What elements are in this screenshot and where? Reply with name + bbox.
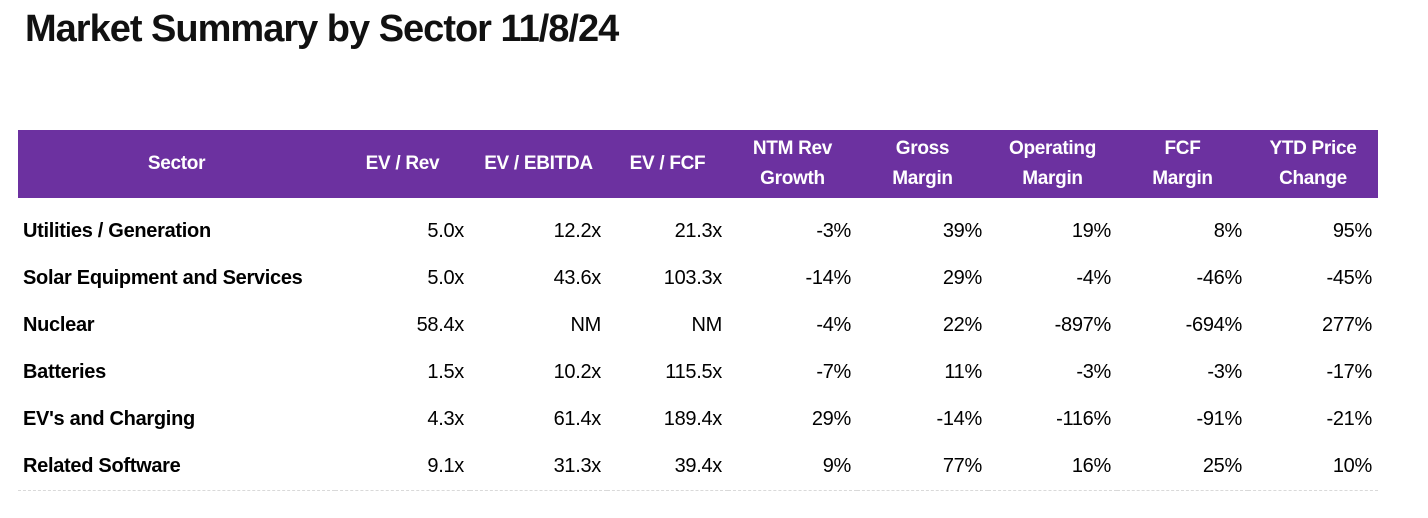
- value-cell: 16%: [988, 443, 1117, 491]
- value-cell: -17%: [1248, 349, 1378, 396]
- column-header-line: FCF: [1164, 138, 1201, 159]
- value-cell: 29%: [857, 255, 988, 302]
- column-header-ev-rev: EV / Rev: [335, 130, 470, 198]
- column-header-sector: Sector: [18, 130, 335, 198]
- value-cell: -14%: [728, 255, 857, 302]
- value-cell: -7%: [728, 349, 857, 396]
- column-header-line: Gross: [895, 138, 950, 159]
- value-cell: 1.5x: [335, 349, 470, 396]
- sector-cell: Solar Equipment and Services: [18, 255, 335, 302]
- column-header-line: EV / Rev: [365, 153, 440, 174]
- value-cell: 277%: [1248, 302, 1378, 349]
- value-cell: 115.5x: [607, 349, 728, 396]
- value-cell: 103.3x: [607, 255, 728, 302]
- value-cell: -14%: [857, 396, 988, 443]
- value-cell: 39.4x: [607, 443, 728, 491]
- value-cell: 10%: [1248, 443, 1378, 491]
- page-title: Market Summary by Sector 11/8/24: [25, 8, 619, 50]
- value-cell: 25%: [1117, 443, 1248, 491]
- table-header: Sector EV / Rev EV / EBITDA EV / FCF NTM Rev…: [18, 130, 1378, 198]
- value-cell: -91%: [1117, 396, 1248, 443]
- value-cell: 19%: [988, 198, 1117, 255]
- table-row: Solar Equipment and Services 5.0x 43.6x 103…: [18, 255, 1378, 302]
- column-header-fcf-margin: FCF Margin: [1117, 130, 1248, 198]
- column-header-line: EV / EBITDA: [484, 153, 593, 174]
- table-row: Related Software 9.1x 31.3x 39.4x 9% 77% 16% 25…: [18, 443, 1378, 491]
- value-cell: 5.0x: [335, 198, 470, 255]
- value-cell: NM: [470, 302, 607, 349]
- value-cell: -3%: [988, 349, 1117, 396]
- value-cell: 31.3x: [470, 443, 607, 491]
- value-cell: 11%: [857, 349, 988, 396]
- sector-cell: Utilities / Generation: [18, 198, 335, 255]
- table-row: Nuclear 58.4x NM NM -4% 22% -897% -694% 277%: [18, 302, 1378, 349]
- value-cell: -4%: [728, 302, 857, 349]
- column-header-ytd-price-change: YTD Price Change: [1248, 130, 1378, 198]
- value-cell: -3%: [728, 198, 857, 255]
- column-header-ntm-rev-growth: NTM Rev Growth: [728, 130, 857, 198]
- column-header-line: Growth: [760, 168, 825, 189]
- column-header-line: Operating: [1008, 138, 1097, 159]
- column-header-line: EV / FCF: [629, 153, 706, 174]
- value-cell: NM: [607, 302, 728, 349]
- value-cell: 10.2x: [470, 349, 607, 396]
- value-cell: 9%: [728, 443, 857, 491]
- value-cell: 95%: [1248, 198, 1378, 255]
- column-header-line: Margin: [1022, 168, 1083, 189]
- value-cell: 43.6x: [470, 255, 607, 302]
- value-cell: 9.1x: [335, 443, 470, 491]
- column-header-line: YTD Price: [1269, 138, 1357, 159]
- sector-cell: Batteries: [18, 349, 335, 396]
- column-header-line: NTM Rev: [752, 138, 833, 159]
- value-cell: 29%: [728, 396, 857, 443]
- value-cell: 58.4x: [335, 302, 470, 349]
- table-row: Utilities / Generation 5.0x 12.2x 21.3x -3% 3…: [18, 198, 1378, 255]
- value-cell: 5.0x: [335, 255, 470, 302]
- value-cell: 61.4x: [470, 396, 607, 443]
- value-cell: -3%: [1117, 349, 1248, 396]
- table-row: Batteries 1.5x 10.2x 115.5x -7% 11% -3% -3% -17%: [18, 349, 1378, 396]
- value-cell: 21.3x: [607, 198, 728, 255]
- table-body: Utilities / Generation 5.0x 12.2x 21.3x -3% 3…: [18, 198, 1378, 491]
- value-cell: 12.2x: [470, 198, 607, 255]
- table-row: EV's and Charging 4.3x 61.4x 189.4x 29% -14% -…: [18, 396, 1378, 443]
- value-cell: 189.4x: [607, 396, 728, 443]
- column-header-line: Change: [1279, 168, 1347, 189]
- value-cell: -4%: [988, 255, 1117, 302]
- value-cell: 39%: [857, 198, 988, 255]
- value-cell: -21%: [1248, 396, 1378, 443]
- column-header-ev-ebitda: EV / EBITDA: [470, 130, 607, 198]
- sector-cell: Related Software: [18, 443, 335, 491]
- value-cell: -694%: [1117, 302, 1248, 349]
- column-header-line: Sector: [147, 153, 206, 174]
- value-cell: -46%: [1117, 255, 1248, 302]
- value-cell: -897%: [988, 302, 1117, 349]
- value-cell: -116%: [988, 396, 1117, 443]
- value-cell: 8%: [1117, 198, 1248, 255]
- sector-cell: EV's and Charging: [18, 396, 335, 443]
- header-row: Sector EV / Rev EV / EBITDA EV / FCF NTM Rev…: [18, 130, 1378, 198]
- column-header-ev-fcf: EV / FCF: [607, 130, 728, 198]
- value-cell: -45%: [1248, 255, 1378, 302]
- column-header-gross-margin: Gross Margin: [857, 130, 988, 198]
- column-header-operating-margin: Operating Margin: [988, 130, 1117, 198]
- market-summary-table: Sector EV / Rev EV / EBITDA EV / FCF NTM Rev…: [18, 130, 1378, 491]
- sector-cell: Nuclear: [18, 302, 335, 349]
- value-cell: 77%: [857, 443, 988, 491]
- column-header-line: Margin: [892, 168, 953, 189]
- column-header-line: Margin: [1152, 168, 1213, 189]
- value-cell: 22%: [857, 302, 988, 349]
- value-cell: 4.3x: [335, 396, 470, 443]
